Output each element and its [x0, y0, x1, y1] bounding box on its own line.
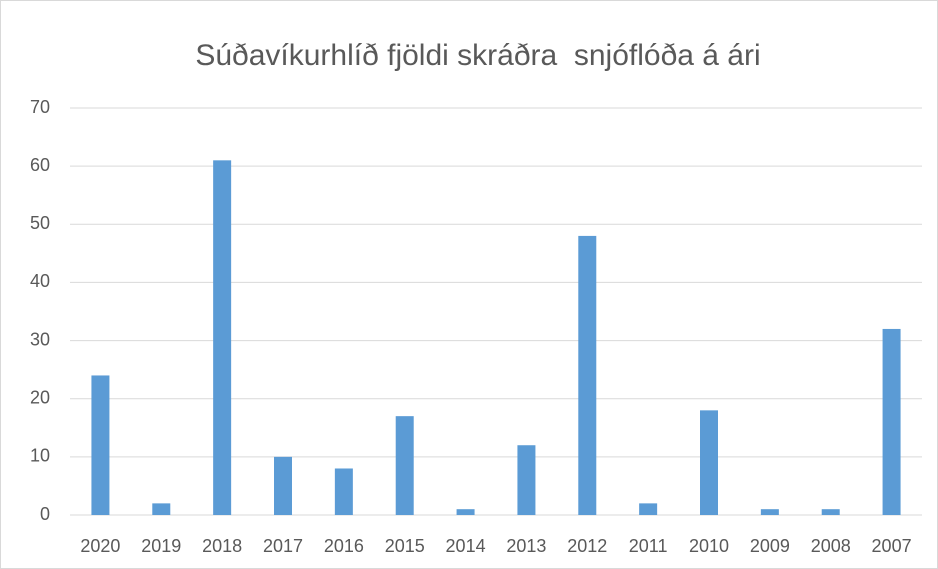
x-tick-label: 2019: [141, 536, 181, 556]
bar: [395, 416, 414, 515]
x-tick-label: 2016: [324, 536, 364, 556]
bar: [882, 328, 901, 515]
x-tick-label: 2018: [202, 536, 242, 556]
bar: [760, 509, 779, 515]
y-tick-label: 50: [30, 213, 50, 233]
bar: [700, 410, 718, 515]
bar: [213, 160, 232, 516]
x-tick-label: 2015: [385, 536, 425, 556]
y-tick-label: 20: [30, 387, 50, 407]
bar: [821, 509, 840, 515]
x-tick-label: 2013: [506, 536, 546, 556]
x-tick-label: 2017: [263, 536, 303, 556]
x-tick-label: 2020: [80, 536, 120, 556]
y-tick-label: 70: [30, 97, 50, 117]
y-tick-label: 40: [30, 271, 50, 291]
bar: [517, 445, 536, 515]
y-tick-label: 0: [40, 504, 50, 524]
y-tick-label: 10: [30, 446, 50, 466]
x-tick-label: 2012: [567, 536, 607, 556]
x-tick-label: 2009: [750, 536, 790, 556]
x-tick-label: 2008: [811, 536, 851, 556]
y-tick-label: 60: [30, 155, 50, 175]
x-tick-label: 2014: [446, 536, 486, 556]
bar: [274, 456, 292, 515]
bar: [91, 375, 110, 515]
y-tick-label: 30: [30, 329, 50, 349]
bar: [578, 235, 597, 515]
bar: [639, 503, 658, 515]
x-tick-label: 2007: [872, 536, 912, 556]
bar: [334, 468, 353, 515]
x-tick-label: 2010: [689, 536, 729, 556]
bar: [456, 509, 475, 515]
chart-title: Súðavíkurhlíð fjöldi skráðra snjóflóða á…: [195, 39, 760, 72]
bar: [152, 503, 171, 515]
x-tick-label: 2011: [629, 536, 668, 556]
